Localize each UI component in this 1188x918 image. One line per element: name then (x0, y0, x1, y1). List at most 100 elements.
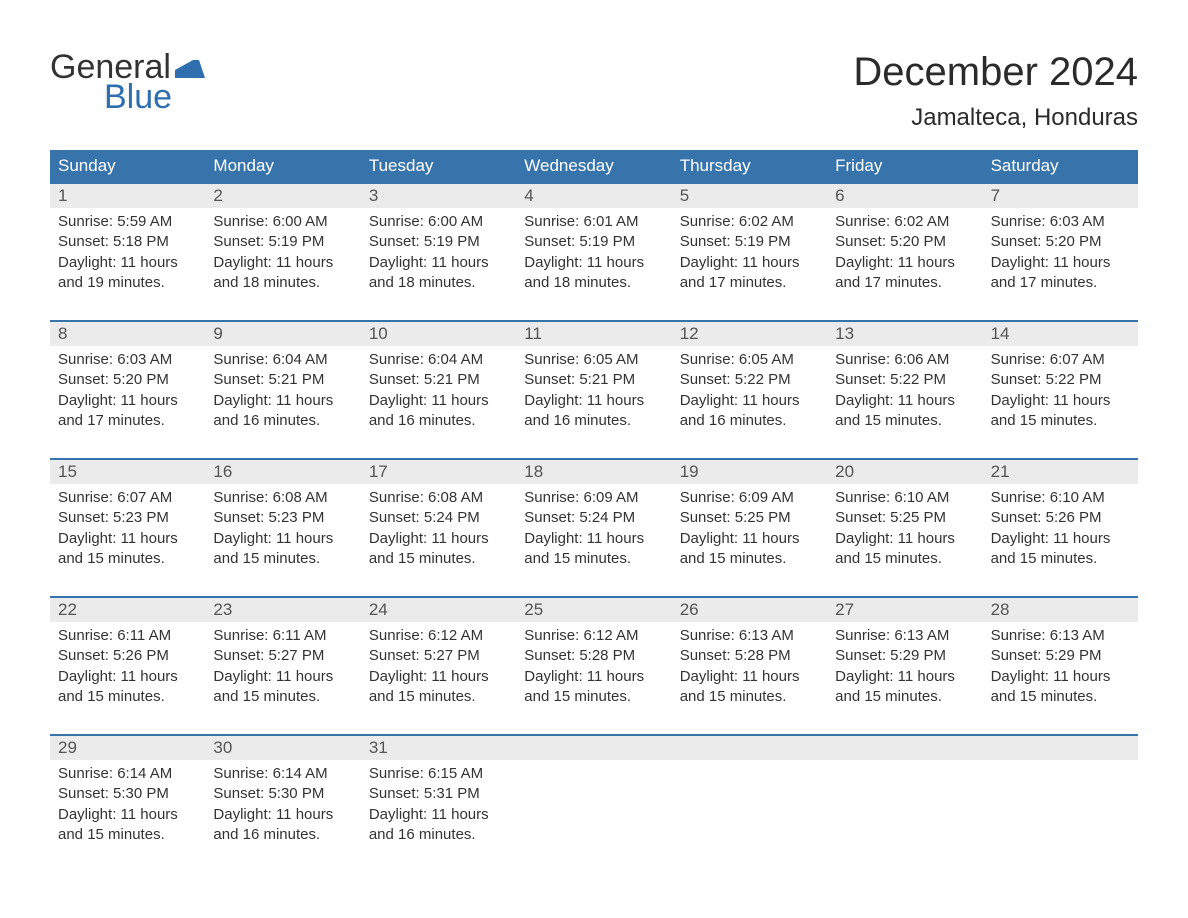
day-sunrise: Sunrise: 6:04 AM (369, 350, 508, 370)
day-number (516, 736, 671, 760)
day-cell: Sunrise: 6:09 AMSunset: 5:24 PMDaylight:… (516, 484, 671, 574)
calendar-page: General Blue December 2024 Jamalteca, Ho… (0, 0, 1188, 890)
day-daylight1: Daylight: 11 hours (213, 529, 352, 549)
day-number: 3 (361, 184, 516, 208)
day-daylight1: Daylight: 11 hours (369, 253, 508, 273)
day-number: 6 (827, 184, 982, 208)
day-daylight2: and 16 minutes. (213, 825, 352, 845)
day-sunset: Sunset: 5:24 PM (369, 508, 508, 528)
day-cell: Sunrise: 6:13 AMSunset: 5:29 PMDaylight:… (827, 622, 982, 712)
day-cell: Sunrise: 6:08 AMSunset: 5:24 PMDaylight:… (361, 484, 516, 574)
day-cell (983, 760, 1138, 850)
day-cell: Sunrise: 6:03 AMSunset: 5:20 PMDaylight:… (50, 346, 205, 436)
day-daylight1: Daylight: 11 hours (524, 391, 663, 411)
day-cell: Sunrise: 6:10 AMSunset: 5:26 PMDaylight:… (983, 484, 1138, 574)
day-sunrise: Sunrise: 6:14 AM (58, 764, 197, 784)
day-daylight1: Daylight: 11 hours (835, 667, 974, 687)
day-sunrise: Sunrise: 6:05 AM (524, 350, 663, 370)
day-sunset: Sunset: 5:23 PM (58, 508, 197, 528)
day-daylight1: Daylight: 11 hours (835, 529, 974, 549)
day-number: 22 (50, 598, 205, 622)
day-sunset: Sunset: 5:29 PM (991, 646, 1130, 666)
day-daylight1: Daylight: 11 hours (991, 667, 1130, 687)
day-sunset: Sunset: 5:29 PM (835, 646, 974, 666)
day-daylight1: Daylight: 11 hours (58, 805, 197, 825)
day-sunset: Sunset: 5:18 PM (58, 232, 197, 252)
day-sunrise: Sunrise: 6:08 AM (213, 488, 352, 508)
day-cell: Sunrise: 5:59 AMSunset: 5:18 PMDaylight:… (50, 208, 205, 298)
day-cell: Sunrise: 6:15 AMSunset: 5:31 PMDaylight:… (361, 760, 516, 850)
day-daylight2: and 18 minutes. (213, 273, 352, 293)
day-sunset: Sunset: 5:22 PM (835, 370, 974, 390)
day-sunset: Sunset: 5:28 PM (524, 646, 663, 666)
calendar-week: 293031Sunrise: 6:14 AMSunset: 5:30 PMDay… (50, 734, 1138, 850)
day-daylight1: Daylight: 11 hours (991, 253, 1130, 273)
day-sunset: Sunset: 5:19 PM (524, 232, 663, 252)
day-daylight2: and 16 minutes. (524, 411, 663, 431)
day-body-row: Sunrise: 6:07 AMSunset: 5:23 PM Daylight:… (50, 484, 1138, 574)
day-sunset: Sunset: 5:21 PM (524, 370, 663, 390)
day-sunrise: Sunrise: 6:13 AM (680, 626, 819, 646)
day-number: 31 (361, 736, 516, 760)
dow-wednesday: Wednesday (516, 150, 671, 182)
day-body-row: Sunrise: 5:59 AMSunset: 5:18 PMDaylight:… (50, 208, 1138, 298)
day-sunset: Sunset: 5:28 PM (680, 646, 819, 666)
dow-friday: Friday (827, 150, 982, 182)
day-daylight2: and 15 minutes. (369, 687, 508, 707)
day-daylight1: Daylight: 11 hours (835, 253, 974, 273)
day-sunset: Sunset: 5:20 PM (835, 232, 974, 252)
day-daylight1: Daylight: 11 hours (213, 391, 352, 411)
day-number: 29 (50, 736, 205, 760)
day-daylight2: and 15 minutes. (213, 687, 352, 707)
day-number: 27 (827, 598, 982, 622)
day-cell: Sunrise: 6:05 AMSunset: 5:22 PMDaylight:… (672, 346, 827, 436)
day-sunset: Sunset: 5:25 PM (680, 508, 819, 528)
dow-tuesday: Tuesday (361, 150, 516, 182)
day-sunset: Sunset: 5:26 PM (991, 508, 1130, 528)
day-daylight1: Daylight: 11 hours (680, 529, 819, 549)
day-cell (516, 760, 671, 850)
day-daylight2: and 16 minutes. (680, 411, 819, 431)
day-cell: Sunrise: 6:10 AMSunset: 5:25 PMDaylight:… (827, 484, 982, 574)
day-number: 19 (672, 460, 827, 484)
day-number-row: 15161718192021 (50, 460, 1138, 484)
day-cell: Sunrise: 6:01 AMSunset: 5:19 PMDaylight:… (516, 208, 671, 298)
day-cell: Sunrise: 6:04 AMSunset: 5:21 PMDaylight:… (205, 346, 360, 436)
day-cell (827, 760, 982, 850)
day-cell: Sunrise: 6:00 AMSunset: 5:19 PMDaylight:… (205, 208, 360, 298)
day-daylight1: Daylight: 11 hours (369, 529, 508, 549)
page-header: General Blue December 2024 Jamalteca, Ho… (50, 50, 1138, 132)
day-sunrise: Sunrise: 6:07 AM (58, 488, 197, 508)
day-number: 18 (516, 460, 671, 484)
day-cell: Sunrise: 6:09 AMSunset: 5:25 PMDaylight:… (672, 484, 827, 574)
day-body-row: Sunrise: 6:03 AMSunset: 5:20 PMDaylight:… (50, 346, 1138, 436)
day-sunrise: Sunrise: 6:03 AM (58, 350, 197, 370)
day-cell: Sunrise: 6:08 AMSunset: 5:23 PMDaylight:… (205, 484, 360, 574)
month-title: December 2024 (853, 50, 1138, 94)
day-daylight1: Daylight: 11 hours (58, 667, 197, 687)
day-daylight1: Daylight: 11 hours (58, 391, 197, 411)
calendar-week: 15161718192021Sunrise: 6:07 AMSunset: 5:… (50, 458, 1138, 574)
day-daylight2: and 18 minutes. (369, 273, 508, 293)
dow-monday: Monday (205, 150, 360, 182)
day-daylight2: and 16 minutes. (213, 411, 352, 431)
day-daylight2: and 15 minutes. (524, 687, 663, 707)
day-daylight2: and 15 minutes. (369, 549, 508, 569)
logo: General Blue (50, 50, 205, 113)
day-sunrise: Sunrise: 6:05 AM (680, 350, 819, 370)
day-daylight2: and 16 minutes. (369, 825, 508, 845)
day-sunrise: Sunrise: 6:09 AM (680, 488, 819, 508)
day-sunset: Sunset: 5:30 PM (58, 784, 197, 804)
day-sunset: Sunset: 5:20 PM (991, 232, 1130, 252)
day-of-week-header-row: Sunday Monday Tuesday Wednesday Thursday… (50, 150, 1138, 182)
day-sunrise: Sunrise: 6:00 AM (213, 212, 352, 232)
day-sunrise: Sunrise: 6:03 AM (991, 212, 1130, 232)
day-number: 12 (672, 322, 827, 346)
day-number: 11 (516, 322, 671, 346)
dow-saturday: Saturday (983, 150, 1138, 182)
day-cell: Sunrise: 6:00 AMSunset: 5:19 PMDaylight:… (361, 208, 516, 298)
day-body-row: Sunrise: 6:11 AMSunset: 5:26 PMDaylight:… (50, 622, 1138, 712)
day-daylight1: Daylight: 11 hours (213, 253, 352, 273)
day-number-row: 891011121314 (50, 322, 1138, 346)
day-daylight2: and 17 minutes. (991, 273, 1130, 293)
